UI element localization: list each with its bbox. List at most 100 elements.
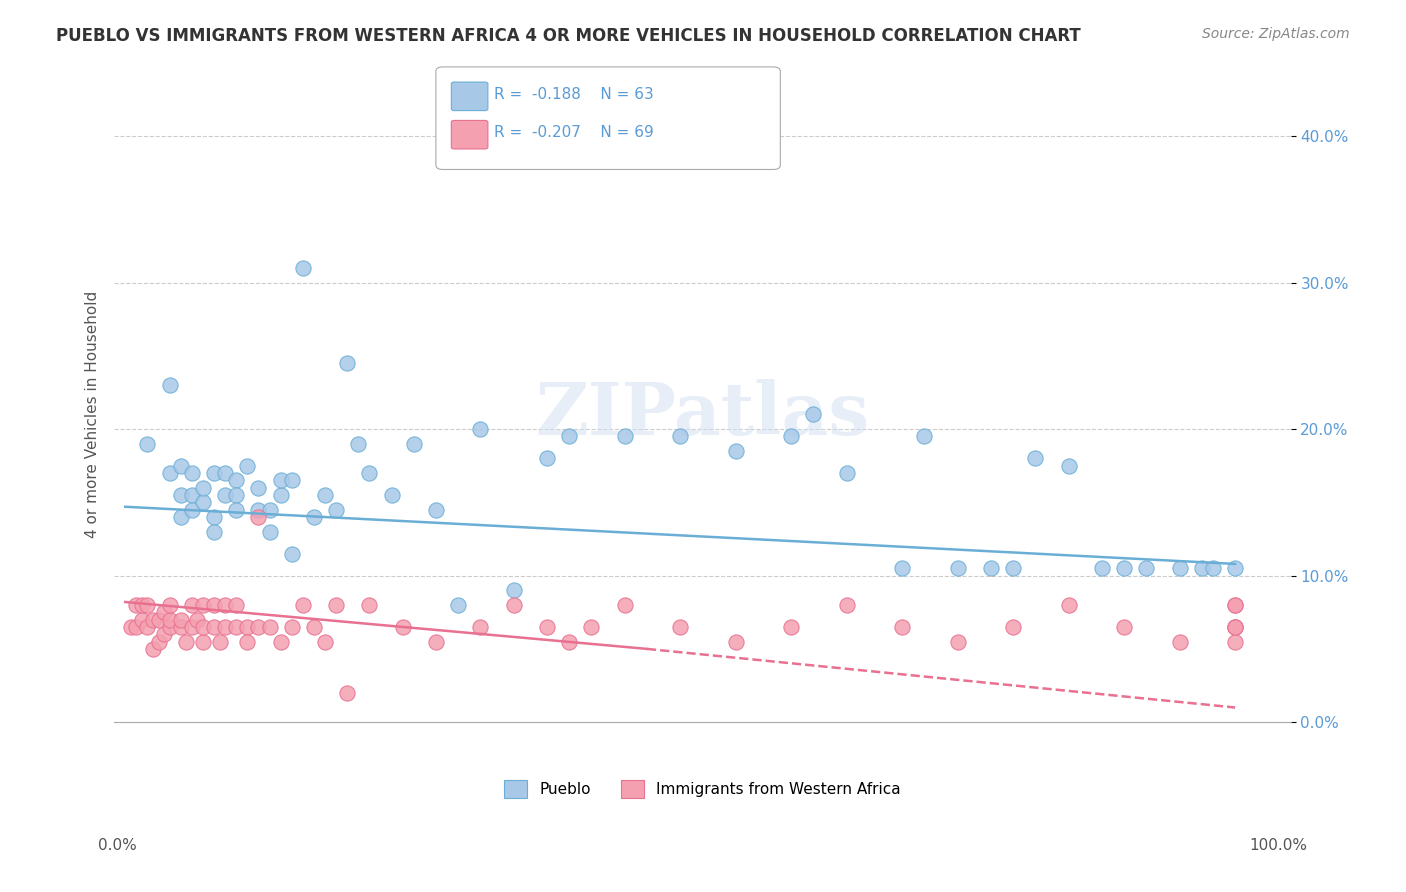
Point	[170, 458, 193, 473]
Point	[170, 613, 193, 627]
Point	[336, 686, 359, 700]
Point	[391, 620, 413, 634]
Point	[159, 378, 181, 392]
Point	[214, 620, 236, 634]
Point	[347, 436, 370, 450]
Point	[214, 488, 236, 502]
Point	[470, 620, 492, 634]
Point	[425, 502, 447, 516]
Point	[1223, 620, 1246, 634]
Point	[259, 524, 281, 539]
Point	[236, 458, 259, 473]
Point	[891, 561, 914, 575]
Point	[247, 620, 270, 634]
Point	[225, 502, 247, 516]
Point	[1168, 561, 1191, 575]
Point	[291, 598, 314, 612]
Point	[202, 598, 225, 612]
Point	[1114, 561, 1136, 575]
Point	[202, 524, 225, 539]
Point	[131, 598, 153, 612]
Point	[1223, 634, 1246, 648]
Point	[281, 474, 304, 488]
Point	[1057, 598, 1080, 612]
Point	[136, 598, 159, 612]
Point	[1223, 598, 1246, 612]
Point	[314, 634, 336, 648]
Point	[270, 474, 292, 488]
Point	[214, 598, 236, 612]
Point	[803, 408, 825, 422]
Point	[281, 620, 304, 634]
Point	[208, 634, 231, 648]
Point	[724, 444, 747, 458]
Point	[159, 598, 181, 612]
Point	[191, 495, 214, 509]
Point	[225, 488, 247, 502]
Point	[180, 598, 202, 612]
Point	[202, 620, 225, 634]
Point	[946, 561, 969, 575]
Point	[148, 613, 170, 627]
Point	[291, 260, 314, 275]
Point	[270, 634, 292, 648]
Point	[170, 510, 193, 524]
Point	[325, 598, 347, 612]
Point	[425, 634, 447, 648]
Point	[180, 466, 202, 480]
Text: R =  -0.207    N = 69: R = -0.207 N = 69	[494, 126, 654, 140]
Point	[191, 481, 214, 495]
Point	[558, 429, 581, 443]
Point	[153, 605, 176, 619]
Point	[142, 641, 165, 656]
Point	[136, 620, 159, 634]
Point	[202, 466, 225, 480]
Point	[153, 627, 176, 641]
Point	[1135, 561, 1157, 575]
Point	[1223, 561, 1246, 575]
Text: R =  -0.188    N = 63: R = -0.188 N = 63	[494, 87, 654, 102]
Point	[159, 613, 181, 627]
Point	[136, 436, 159, 450]
Point	[359, 598, 381, 612]
Y-axis label: 4 or more Vehicles in Household: 4 or more Vehicles in Household	[86, 291, 100, 538]
Point	[1223, 620, 1246, 634]
Point	[302, 510, 325, 524]
Point	[125, 598, 148, 612]
Point	[447, 598, 470, 612]
Point	[180, 620, 202, 634]
Point	[186, 613, 208, 627]
Point	[176, 634, 198, 648]
Point	[336, 356, 359, 370]
Point	[1202, 561, 1225, 575]
Point	[1168, 634, 1191, 648]
Point	[236, 634, 259, 648]
Point	[148, 634, 170, 648]
Point	[613, 598, 636, 612]
Point	[225, 598, 247, 612]
Point	[247, 502, 270, 516]
Point	[724, 634, 747, 648]
Point	[191, 620, 214, 634]
Point	[669, 429, 692, 443]
Point	[780, 429, 803, 443]
Point	[502, 598, 524, 612]
Point	[1191, 561, 1213, 575]
Point	[170, 488, 193, 502]
Point	[946, 634, 969, 648]
Point	[281, 547, 304, 561]
Point	[202, 510, 225, 524]
Point	[536, 620, 558, 634]
Point	[247, 510, 270, 524]
Text: Source: ZipAtlas.com: Source: ZipAtlas.com	[1202, 27, 1350, 41]
Point	[191, 634, 214, 648]
Point	[581, 620, 603, 634]
Point	[236, 620, 259, 634]
Point	[835, 466, 858, 480]
Point	[558, 634, 581, 648]
Text: PUEBLO VS IMMIGRANTS FROM WESTERN AFRICA 4 OR MORE VEHICLES IN HOUSEHOLD CORRELA: PUEBLO VS IMMIGRANTS FROM WESTERN AFRICA…	[56, 27, 1081, 45]
Point	[214, 466, 236, 480]
Point	[259, 620, 281, 634]
Text: ZIPatlas: ZIPatlas	[536, 379, 869, 450]
Point	[191, 598, 214, 612]
